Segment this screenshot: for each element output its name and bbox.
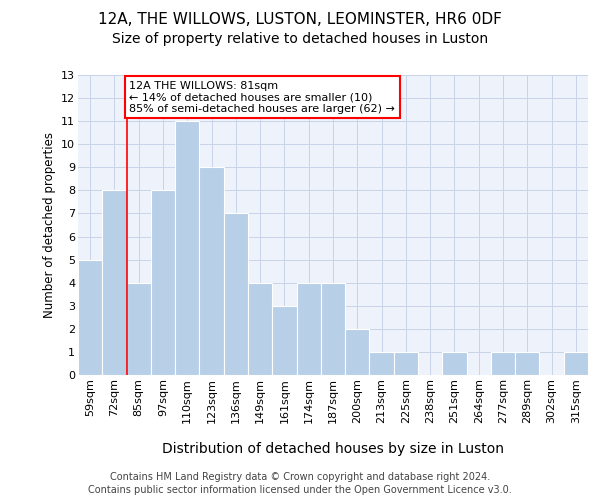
- Bar: [296, 282, 321, 375]
- Bar: [102, 190, 127, 375]
- Bar: [345, 329, 370, 375]
- Bar: [175, 121, 199, 375]
- Bar: [199, 168, 224, 375]
- Bar: [127, 282, 151, 375]
- Text: Contains public sector information licensed under the Open Government Licence v3: Contains public sector information licen…: [88, 485, 512, 495]
- Bar: [224, 214, 248, 375]
- Bar: [515, 352, 539, 375]
- Text: 12A, THE WILLOWS, LUSTON, LEOMINSTER, HR6 0DF: 12A, THE WILLOWS, LUSTON, LEOMINSTER, HR…: [98, 12, 502, 28]
- Bar: [321, 282, 345, 375]
- Text: Size of property relative to detached houses in Luston: Size of property relative to detached ho…: [112, 32, 488, 46]
- Y-axis label: Number of detached properties: Number of detached properties: [43, 132, 56, 318]
- Bar: [491, 352, 515, 375]
- Bar: [78, 260, 102, 375]
- Bar: [370, 352, 394, 375]
- Text: Contains HM Land Registry data © Crown copyright and database right 2024.: Contains HM Land Registry data © Crown c…: [110, 472, 490, 482]
- Text: Distribution of detached houses by size in Luston: Distribution of detached houses by size …: [162, 442, 504, 456]
- Bar: [564, 352, 588, 375]
- Text: 12A THE WILLOWS: 81sqm
← 14% of detached houses are smaller (10)
85% of semi-det: 12A THE WILLOWS: 81sqm ← 14% of detached…: [130, 81, 395, 114]
- Bar: [248, 282, 272, 375]
- Bar: [394, 352, 418, 375]
- Bar: [272, 306, 296, 375]
- Bar: [151, 190, 175, 375]
- Bar: [442, 352, 467, 375]
